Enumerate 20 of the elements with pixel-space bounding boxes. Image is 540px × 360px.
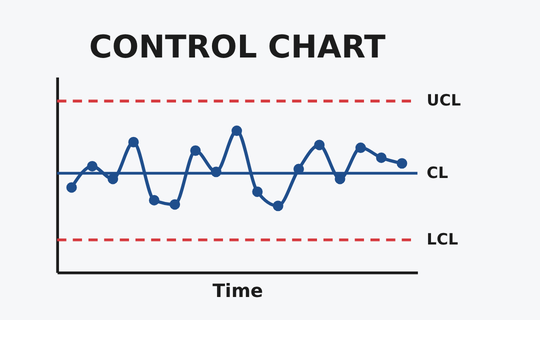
point [376,152,387,163]
point [86,160,98,172]
ref-line-label: LCL [426,229,458,248]
point [148,194,160,206]
point [314,140,325,150]
chart-title: CONTROL CHART [89,30,386,66]
ref-line-label: UCL [426,90,461,110]
point [355,142,366,154]
point [396,158,408,169]
point [252,186,263,197]
point [272,200,284,212]
point [190,145,201,156]
ref-line-label: CL [426,162,448,182]
point [108,174,118,184]
x-axis-title: Time [212,280,264,302]
point [128,136,139,148]
point [66,182,77,193]
point [170,199,180,210]
point [232,126,242,136]
point [334,174,346,184]
